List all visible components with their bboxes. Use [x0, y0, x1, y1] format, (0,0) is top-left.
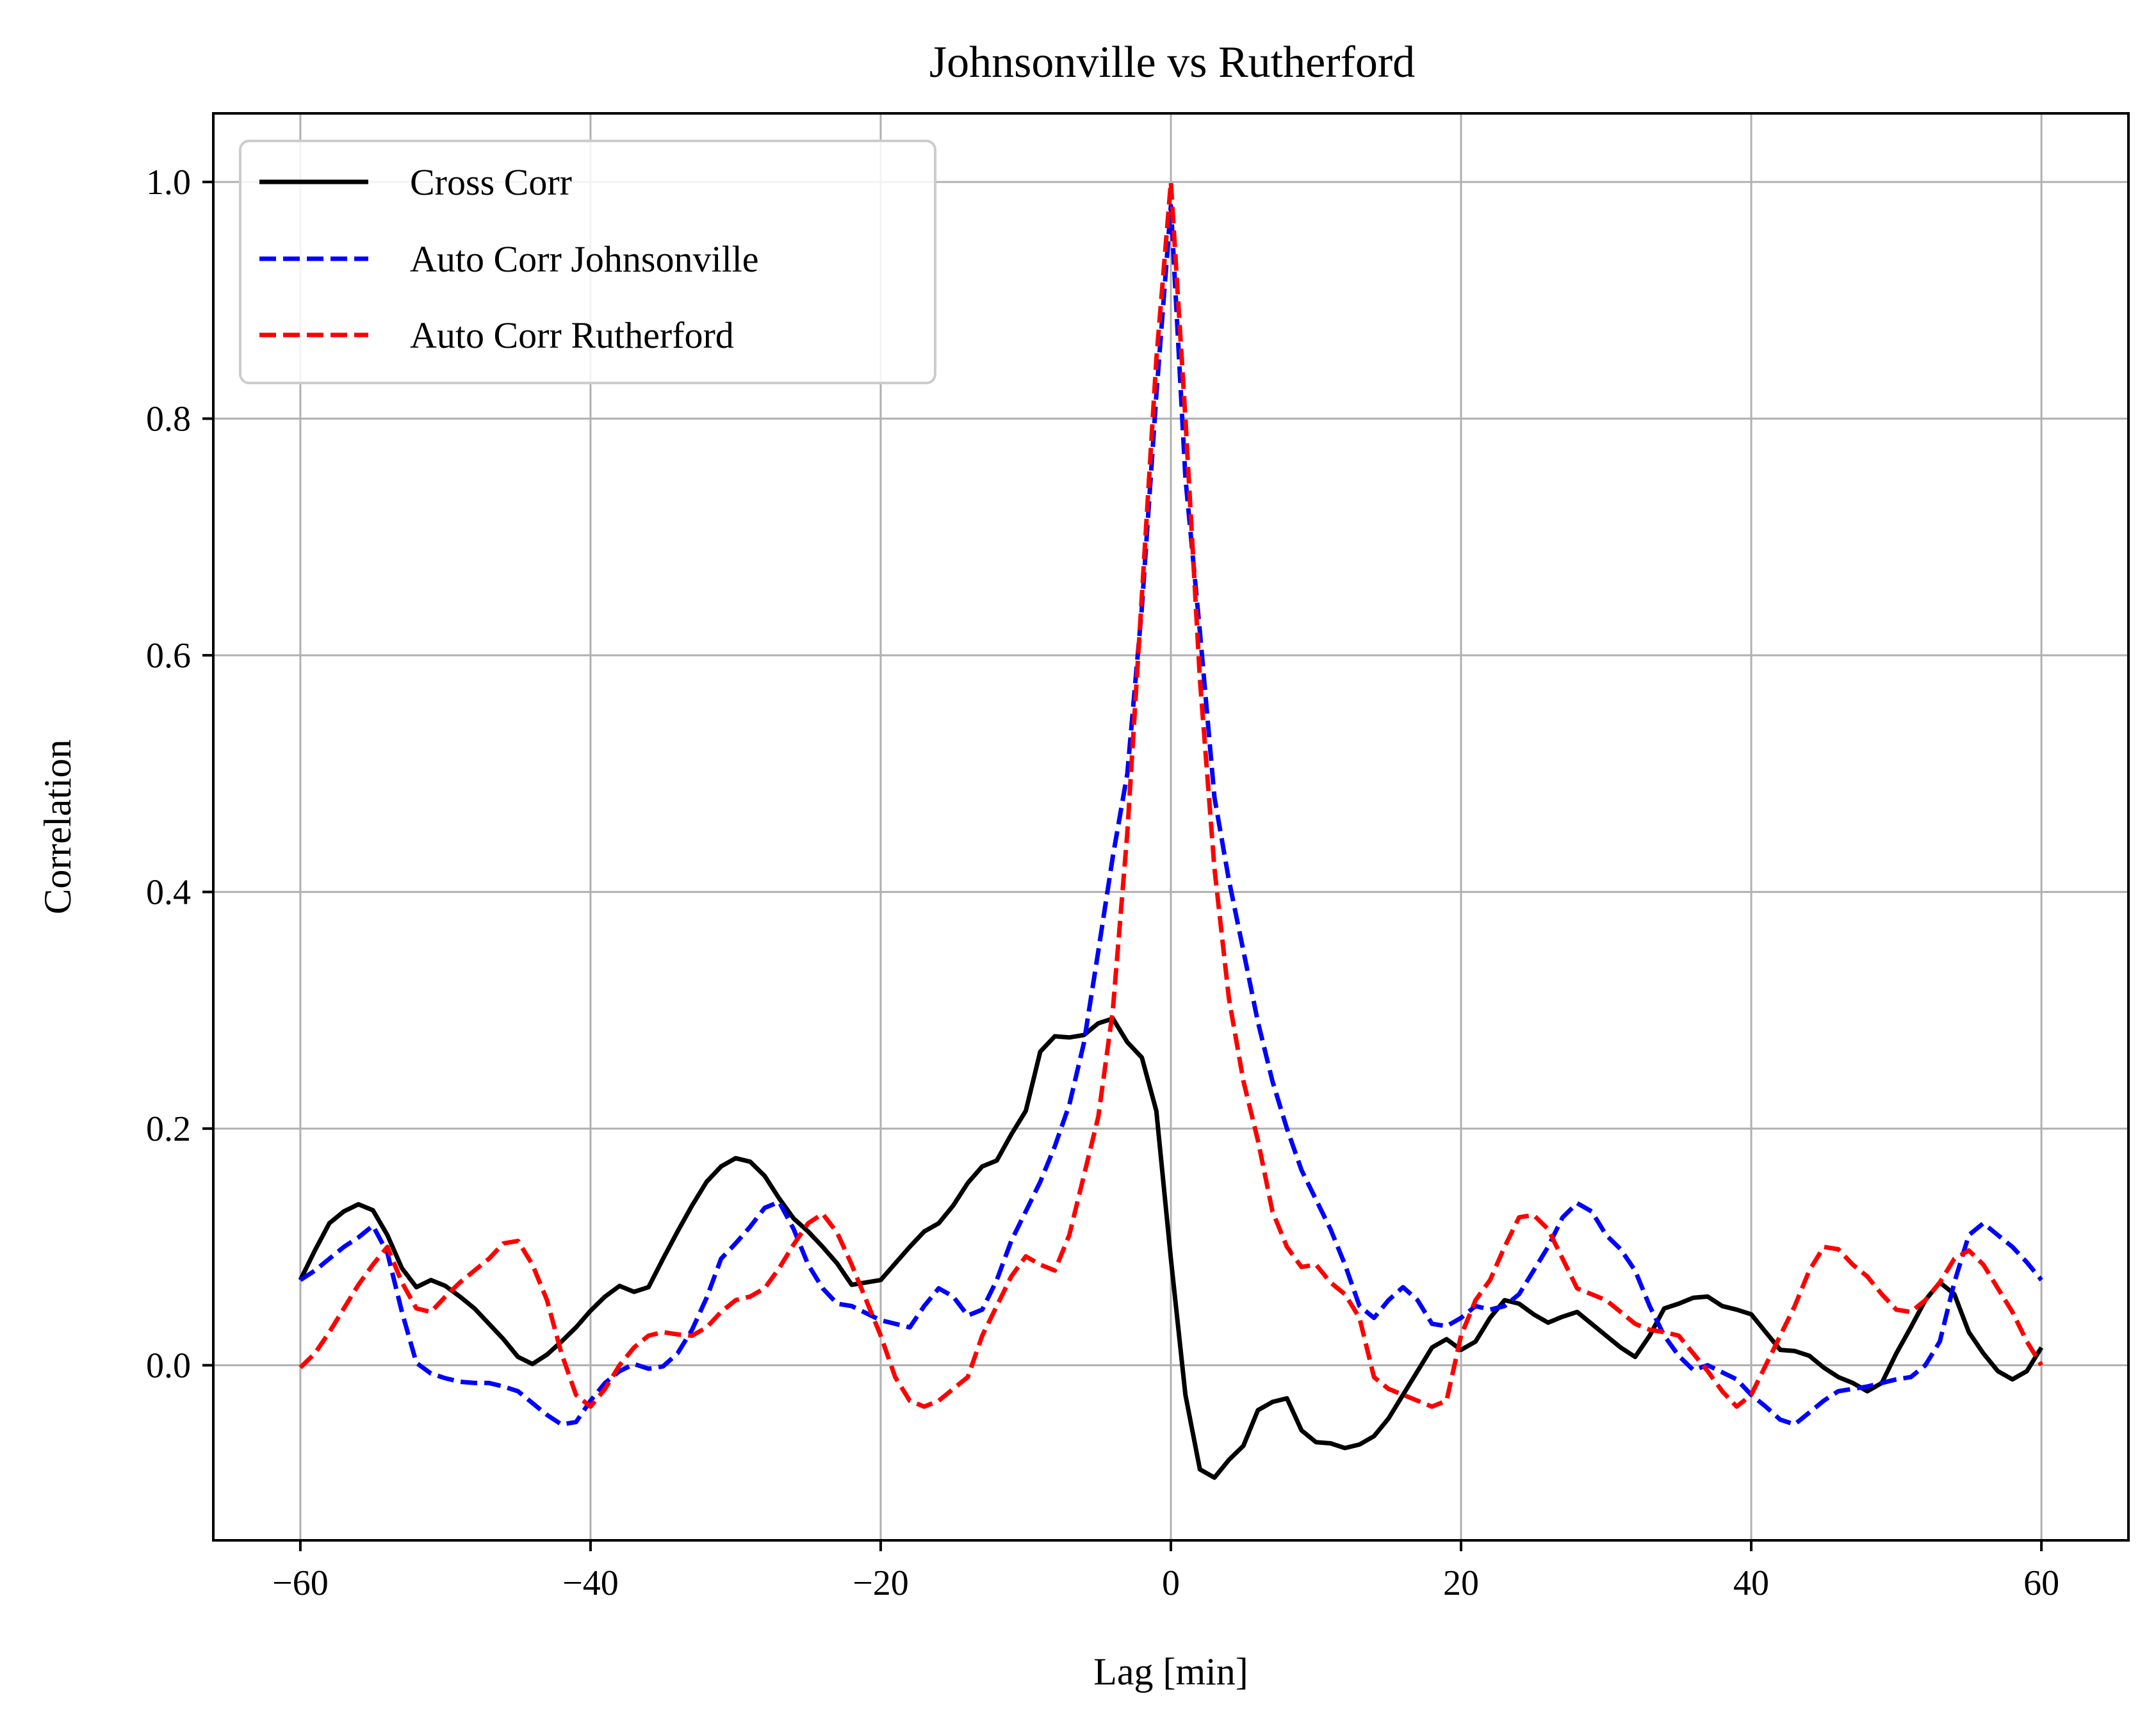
- y-tick-label: 0.4: [146, 873, 191, 913]
- x-tick-label: 60: [2023, 1563, 2059, 1603]
- series-line-cross-corr: [298, 1016, 2044, 1480]
- series-lines: [298, 179, 2044, 1480]
- y-tick-label: 0.0: [146, 1346, 191, 1386]
- legend-box: [239, 140, 936, 384]
- y-tick-label: 0.8: [146, 400, 191, 439]
- x-axis-ticks: −60 −40 −20 0 20 40 60: [272, 1540, 2059, 1603]
- x-tick-label: 40: [1733, 1563, 1769, 1603]
- y-axis-ticks: 0.0 0.2 0.4 0.6 0.8 1.0: [146, 163, 213, 1386]
- legend-label-auto-corr-johnsonville: Auto Corr Johnsonville: [410, 238, 759, 280]
- x-axis-label: Lag [min]: [1093, 1651, 1248, 1693]
- legend-label-auto-corr-rutherford: Auto Corr Rutherford: [410, 314, 734, 356]
- x-tick-label: −20: [853, 1563, 909, 1603]
- y-tick-label: 0.6: [146, 636, 191, 676]
- x-tick-label: 0: [1162, 1563, 1180, 1603]
- legend-label-cross-corr: Cross Corr: [410, 161, 572, 203]
- y-tick-label: 1.0: [146, 163, 191, 202]
- x-tick-label: −40: [562, 1563, 619, 1603]
- x-tick-label: 20: [1443, 1563, 1479, 1603]
- x-tick-label: −60: [272, 1563, 329, 1603]
- y-axis-label: Correlation: [37, 739, 79, 914]
- y-tick-label: 0.2: [146, 1109, 191, 1149]
- chart-title: Johnsonville vs Rutherford: [929, 38, 1415, 87]
- series-line-auto-corr-rutherford: [298, 179, 2044, 1409]
- legend: Cross Corr Auto Corr Johnsonville Auto C…: [239, 140, 936, 384]
